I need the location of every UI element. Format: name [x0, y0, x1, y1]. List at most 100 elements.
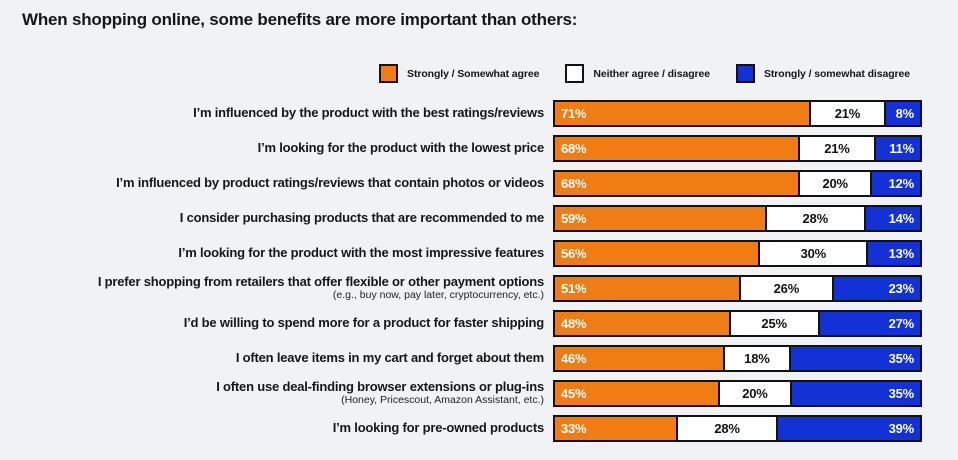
stacked-bar: 46% 18% 35% — [553, 345, 922, 372]
segment-value-label: 59% — [561, 211, 587, 226]
bar-segment-disagree: 23% — [831, 277, 920, 300]
row-label: I’d be willing to spend more for a produ… — [0, 315, 553, 331]
row-label-text: I’m influenced by the product with the b… — [193, 105, 544, 121]
segment-value-label: 25% — [761, 316, 787, 331]
segment-value-label: 68% — [561, 176, 587, 191]
segment-value-label: 18% — [744, 351, 770, 366]
bar-segment-disagree: 35% — [788, 347, 920, 370]
chart-rows: I’m influenced by the product with the b… — [0, 100, 958, 450]
stacked-bar: 48% 25% 27% — [553, 310, 922, 337]
stacked-bar: 68% 21% 11% — [553, 135, 922, 162]
row-sublabel-text: (e.g., buy now, pay later, cryptocurrenc… — [332, 289, 544, 302]
chart-row: I often use deal-finding browser extensi… — [0, 379, 958, 407]
stacked-bar: 71% 21% 8% — [553, 100, 922, 127]
bar-segment-neutral: 26% — [738, 277, 832, 300]
bar-segment-neutral: 20% — [798, 172, 871, 195]
legend-label-neutral: Neither agree / disagree — [593, 67, 710, 80]
row-label-text: I’m influenced by product ratings/review… — [116, 175, 544, 191]
legend-item-agree: Strongly / Somewhat agree — [379, 64, 539, 83]
segment-value-label: 30% — [800, 246, 827, 261]
bar-segment-agree: 68% — [555, 172, 799, 195]
chart-title: When shopping online, some benefits are … — [22, 10, 578, 29]
legend-item-disagree: Strongly / somewhat disagree — [736, 64, 910, 83]
bar-segment-neutral: 30% — [758, 242, 867, 265]
row-label-text: I often leave items in my cart and forge… — [235, 350, 544, 366]
bar-segment-disagree: 27% — [817, 312, 920, 335]
segment-value-label: 21% — [824, 141, 850, 156]
row-label: I often leave items in my cart and forge… — [0, 350, 553, 366]
row-label-text: I’m looking for pre-owned products — [332, 420, 545, 436]
bar-segment-neutral: 18% — [723, 347, 789, 370]
segment-value-label: 48% — [561, 316, 587, 331]
row-label-text: I’d be willing to spend more for a produ… — [183, 315, 544, 331]
row-label: I’m looking for pre-owned products — [0, 420, 553, 436]
chart-row: I often leave items in my cart and forge… — [0, 345, 958, 372]
bar-segment-neutral: 21% — [808, 102, 885, 125]
segment-value-label: 51% — [561, 281, 587, 296]
segment-value-label: 20% — [742, 386, 768, 401]
row-label: I’m influenced by the product with the b… — [0, 105, 553, 121]
legend-swatch-agree — [379, 64, 399, 83]
bar-segment-agree: 68% — [555, 137, 799, 160]
bar-segment-disagree: 14% — [863, 207, 920, 230]
legend-swatch-neutral — [565, 64, 585, 83]
bar-segment-agree: 51% — [555, 277, 739, 300]
segment-value-label: 14% — [888, 211, 915, 226]
segment-value-label: 12% — [888, 176, 915, 191]
segment-value-label: 13% — [888, 246, 915, 261]
chart-row: I’m looking for the product with the low… — [0, 135, 958, 162]
chart-row: I’m looking for pre-owned products 33% 28%… — [0, 415, 958, 442]
bar-segment-agree: 46% — [555, 347, 724, 370]
segment-value-label: 56% — [561, 246, 587, 261]
chart-row: I’m looking for the product with the mos… — [0, 240, 958, 267]
bar-segment-agree: 59% — [555, 207, 765, 230]
bar-segment-neutral: 28% — [676, 417, 776, 440]
legend: Strongly / Somewhat agree Neither agree … — [379, 64, 910, 83]
segment-value-label: 33% — [561, 421, 587, 436]
row-label: I’m influenced by product ratings/review… — [0, 175, 553, 191]
stacked-bar: 51% 26% 23% — [553, 275, 922, 302]
stacked-bar: 33% 28% 39% — [553, 415, 922, 442]
segment-value-label: 23% — [888, 281, 915, 296]
segment-value-label: 46% — [561, 351, 587, 366]
segment-value-label: 28% — [802, 211, 829, 226]
segment-value-label: 68% — [561, 141, 587, 156]
row-label-text: I’m looking for the product with the mos… — [178, 245, 544, 261]
legend-label-agree: Strongly / Somewhat agree — [407, 67, 540, 80]
segment-value-label: 21% — [834, 106, 861, 121]
stacked-bar: 45% 20% 35% — [553, 380, 922, 407]
bar-segment-disagree: 8% — [884, 102, 921, 125]
bar-segment-disagree: 12% — [870, 172, 920, 195]
row-label: I prefer shopping from retailers that of… — [0, 274, 553, 302]
bar-segment-agree: 45% — [555, 382, 719, 405]
chart-row: I’d be willing to spend more for a produ… — [0, 310, 958, 337]
bar-segment-agree: 56% — [555, 242, 759, 265]
bar-segment-disagree: 11% — [873, 137, 920, 160]
row-sublabel-text: (Honey, Pricescout, Amazon Assistant, et… — [341, 394, 544, 407]
row-label-text: I prefer shopping from retailers that of… — [97, 274, 544, 290]
segment-value-label: 39% — [888, 421, 915, 436]
legend-swatch-disagree — [736, 64, 755, 83]
bar-segment-neutral: 21% — [798, 137, 874, 160]
chart-row: I’m influenced by product ratings/review… — [0, 170, 958, 197]
bar-segment-agree: 71% — [555, 102, 809, 125]
row-label-text: I’m looking for the product with the low… — [257, 140, 545, 156]
segment-value-label: 45% — [561, 386, 587, 401]
bar-segment-agree: 48% — [555, 312, 729, 335]
legend-item-neutral: Neither agree / disagree — [565, 64, 710, 83]
bar-segment-neutral: 28% — [764, 207, 864, 230]
bar-segment-disagree: 13% — [866, 242, 920, 265]
bar-segment-agree: 33% — [555, 417, 677, 440]
segment-value-label: 28% — [714, 421, 740, 436]
segment-value-label: 26% — [773, 281, 800, 296]
stacked-bar: 68% 20% 12% — [553, 170, 922, 197]
segment-value-label: 27% — [888, 316, 915, 331]
bar-segment-disagree: 35% — [789, 382, 920, 405]
row-label: I consider purchasing products that are … — [0, 211, 553, 226]
segment-value-label: 20% — [822, 176, 849, 191]
row-label-text: I often use deal-finding browser extensi… — [216, 379, 544, 395]
row-label: I’m looking for the product with the mos… — [0, 245, 553, 261]
legend-label-disagree: Strongly / somewhat disagree — [764, 67, 910, 80]
segment-value-label: 35% — [888, 386, 915, 401]
stacked-bar: 56% 30% 13% — [553, 240, 922, 267]
